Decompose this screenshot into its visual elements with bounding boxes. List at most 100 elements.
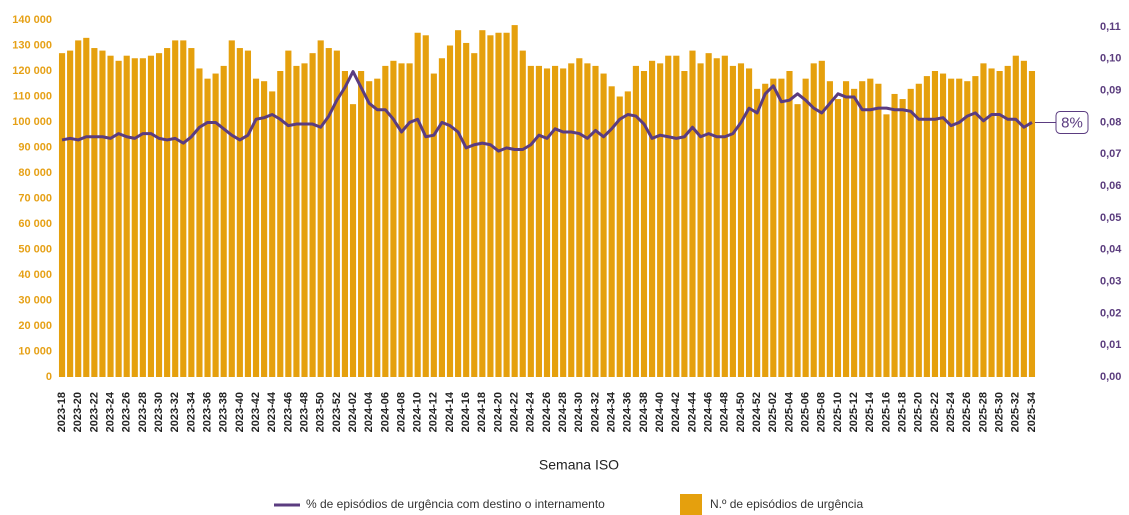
- bar: [632, 65, 639, 378]
- bar: [681, 71, 688, 377]
- x-tick-label: 2025-04: [783, 391, 795, 432]
- legend-label: N.º de episódios de urgência: [710, 497, 863, 511]
- bar: [640, 71, 648, 377]
- bar: [382, 65, 389, 378]
- bar: [91, 48, 98, 378]
- bar: [600, 73, 607, 378]
- bar: [939, 73, 947, 378]
- bar: [438, 58, 445, 377]
- bar: [689, 50, 696, 377]
- bar: [584, 63, 591, 377]
- bar: [923, 76, 930, 377]
- bar: [826, 81, 833, 377]
- x-tick-label: 2025-14: [864, 391, 876, 432]
- bar: [616, 96, 623, 377]
- y2-tick-label: 0,01: [1100, 339, 1121, 351]
- bar: [317, 40, 324, 378]
- y-tick-label: 50 000: [18, 243, 52, 255]
- bar: [875, 83, 882, 377]
- x-tick-label: 2024-26: [541, 392, 553, 432]
- bar: [244, 50, 252, 377]
- bar: [786, 71, 793, 377]
- x-tick-label: 2023-50: [315, 392, 327, 432]
- bar: [535, 65, 542, 378]
- x-tick-label: 2024-10: [412, 392, 424, 432]
- bar: [673, 55, 680, 377]
- bar: [519, 50, 526, 377]
- bar: [333, 50, 340, 377]
- y-tick-label: 140 000: [12, 14, 52, 26]
- bar: [778, 78, 785, 378]
- bar: [123, 55, 130, 377]
- bar: [131, 58, 138, 377]
- x-tick-label: 2023-18: [56, 392, 68, 432]
- x-tick-label: 2023-52: [331, 392, 343, 432]
- x-tick-label: 2025-12: [848, 392, 860, 432]
- y2-tick-label: 0,11: [1100, 21, 1121, 33]
- y-tick-label: 100 000: [12, 116, 52, 128]
- bar: [705, 53, 712, 378]
- y-tick-label: 40 000: [18, 269, 52, 281]
- y2-tick-label: 0,05: [1100, 212, 1121, 224]
- bar: [624, 91, 631, 378]
- x-tick-label: 2024-22: [509, 392, 521, 432]
- x-tick-label: 2024-44: [686, 391, 698, 432]
- x-tick-label: 2025-34: [1026, 391, 1038, 432]
- x-tick-label: 2024-34: [606, 391, 618, 432]
- bar: [252, 78, 260, 378]
- bar: [139, 58, 146, 377]
- bar: [657, 63, 664, 377]
- bar: [212, 73, 219, 378]
- bar: [1012, 55, 1019, 377]
- bar: [446, 45, 454, 377]
- y-tick-label: 30 000: [18, 294, 52, 306]
- bar: [277, 71, 284, 377]
- x-tick-label: 2023-44: [266, 391, 278, 432]
- bar: [220, 65, 227, 378]
- x-tick-label: 2025-22: [929, 392, 941, 432]
- bar: [996, 71, 1003, 377]
- bar: [164, 48, 171, 378]
- annotation-box: [1055, 110, 1089, 134]
- bar: [697, 63, 704, 377]
- bar: [794, 104, 801, 378]
- bar: [503, 32, 510, 377]
- bar: [899, 99, 906, 378]
- legend-bar-swatch: [680, 494, 702, 515]
- bar: [495, 32, 502, 377]
- bar: [390, 60, 397, 378]
- bar: [867, 78, 874, 378]
- y-tick-label: 0: [46, 371, 52, 383]
- x-tick-label: 2024-32: [589, 392, 601, 432]
- annotation: 8%: [1061, 114, 1083, 131]
- x-tick-label: 2023-20: [72, 392, 84, 432]
- x-tick-label: 2025-16: [880, 392, 892, 432]
- x-tick-label: 2023-46: [282, 392, 294, 432]
- bar: [341, 71, 349, 377]
- x-tick-label: 2023-24: [104, 391, 116, 432]
- y-tick-label: 20 000: [18, 320, 52, 332]
- bar: [770, 78, 777, 378]
- bar: [956, 78, 963, 378]
- bar: [980, 63, 987, 377]
- x-tick-label: 2025-08: [816, 392, 828, 432]
- bar: [802, 78, 809, 378]
- x-tick-label: 2023-36: [201, 392, 213, 432]
- bar: [576, 58, 583, 377]
- bar: [810, 63, 817, 377]
- bar: [568, 63, 575, 377]
- bar: [414, 32, 421, 377]
- bar: [891, 93, 898, 377]
- x-tick-label: 2024-12: [428, 392, 440, 432]
- x-tick-label: 2024-42: [670, 392, 682, 432]
- bar: [58, 53, 66, 378]
- bar: [261, 81, 268, 377]
- bar: [834, 99, 842, 378]
- bar: [487, 35, 494, 378]
- x-tick-label: 2025-32: [1010, 392, 1022, 432]
- y2-tick-label: 0,02: [1100, 307, 1121, 319]
- y-tick-label: 70 000: [18, 192, 52, 204]
- bar: [172, 40, 179, 378]
- bar: [1028, 71, 1036, 377]
- x-tick-label: 2024-20: [492, 392, 504, 432]
